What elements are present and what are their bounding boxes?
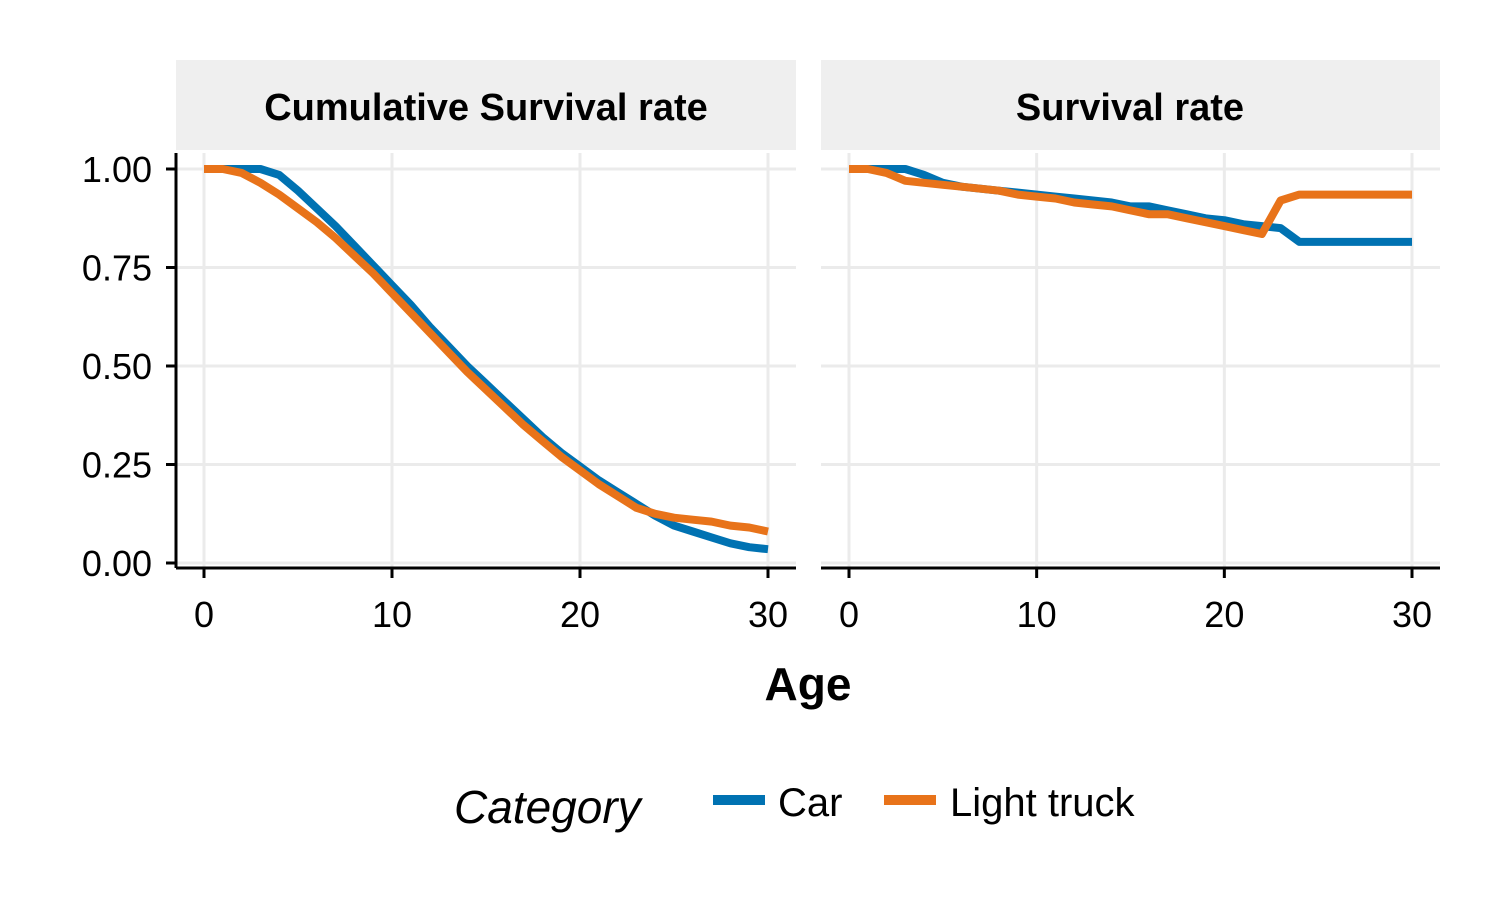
y-tick-label-2: 0.50 bbox=[82, 346, 152, 387]
panel-strip-cumulative bbox=[176, 60, 796, 150]
x-tick-label-survival-2: 20 bbox=[1204, 594, 1244, 635]
legend-title: Category bbox=[454, 781, 644, 833]
y-tick-label-3: 0.75 bbox=[82, 248, 152, 289]
series-line-survival-light-truck bbox=[849, 165, 1412, 238]
panel-cumulative-survival: 0 10 20 30 bbox=[176, 153, 796, 635]
panel-title-cumulative: Cumulative Survival rate bbox=[264, 87, 708, 129]
series-line-cumulative-car bbox=[204, 165, 769, 554]
legend-label-light-truck: Light truck bbox=[950, 781, 1136, 825]
legend: Category Car Light truck bbox=[454, 781, 1136, 833]
x-tick-label-cumulative-2: 20 bbox=[560, 594, 600, 635]
series-line-cumulative-light-truck bbox=[204, 165, 769, 536]
legend-label-car: Car bbox=[778, 781, 842, 825]
x-tick-label-cumulative-3: 30 bbox=[748, 594, 788, 635]
panel-title-survival: Survival rate bbox=[1016, 87, 1244, 129]
x-axis-title: Age bbox=[765, 658, 852, 710]
y-axis: 0.00 0.25 0.50 0.75 1.00 bbox=[82, 149, 178, 584]
panel-strip-survival bbox=[821, 60, 1440, 150]
panel-survival-rate: 0 10 20 30 bbox=[821, 153, 1440, 635]
x-tick-label-survival-3: 30 bbox=[1392, 594, 1432, 635]
x-tick-label-survival-0: 0 bbox=[839, 594, 859, 635]
x-tick-label-cumulative-1: 10 bbox=[372, 594, 412, 635]
y-tick-label-0: 0.00 bbox=[82, 543, 152, 584]
y-tick-label-4: 1.00 bbox=[82, 149, 152, 190]
y-tick-label-1: 0.25 bbox=[82, 445, 152, 486]
x-tick-label-cumulative-0: 0 bbox=[194, 594, 214, 635]
x-tick-label-survival-1: 10 bbox=[1017, 594, 1057, 635]
